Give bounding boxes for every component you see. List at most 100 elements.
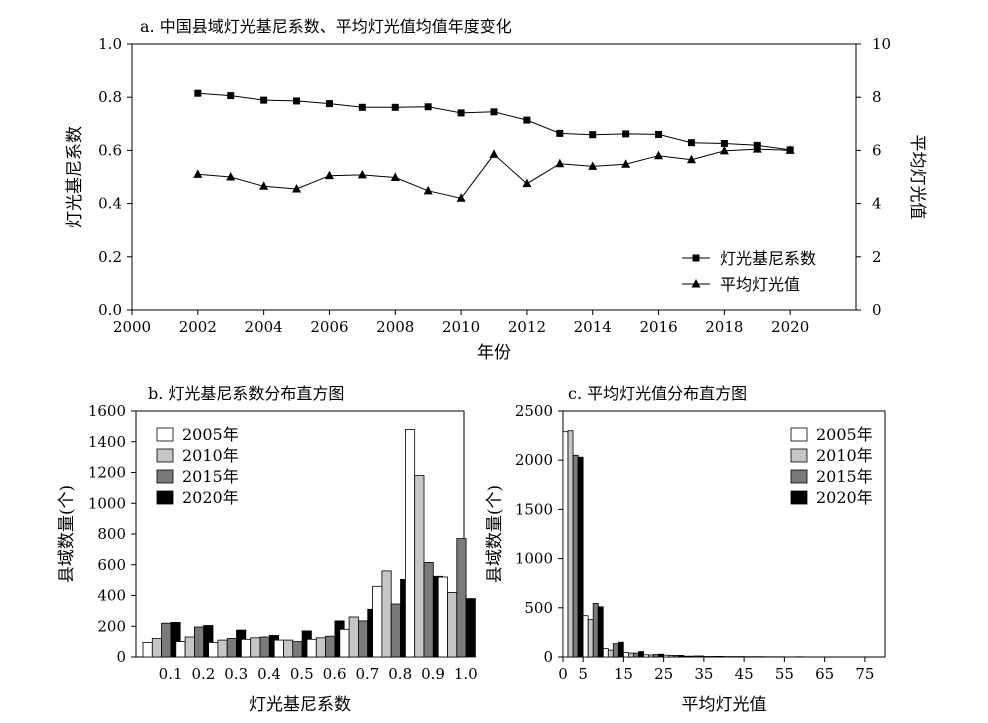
hist-bar bbox=[447, 592, 458, 658]
light-point bbox=[193, 169, 203, 178]
light-point bbox=[522, 178, 532, 188]
hist-bar bbox=[688, 655, 695, 658]
hist-bar bbox=[663, 654, 670, 658]
hist-bar bbox=[226, 638, 237, 658]
light-point bbox=[423, 185, 433, 195]
legend-marker-square bbox=[692, 254, 700, 262]
light-point bbox=[588, 161, 598, 170]
y-tick-label: 1400 bbox=[88, 433, 126, 451]
hist-bar bbox=[292, 641, 303, 658]
x-tick-label: 2004 bbox=[245, 318, 283, 336]
gini-point bbox=[358, 103, 366, 111]
y-tick-label: 0.6 bbox=[98, 141, 122, 159]
y-tick-label: 1000 bbox=[88, 494, 126, 512]
hist-bar bbox=[423, 562, 434, 658]
gini-point bbox=[391, 103, 399, 111]
light-point bbox=[785, 145, 795, 154]
legend-swatch bbox=[156, 427, 174, 442]
hist-bar bbox=[339, 628, 350, 658]
series-line-1 bbox=[197, 92, 791, 151]
chart-a-title: a. 中国县域灯光基尼系数、平均灯光值均值年度变化 bbox=[140, 17, 512, 36]
hist-bar bbox=[587, 619, 594, 658]
hist-bar bbox=[325, 635, 336, 658]
hist-bar bbox=[372, 585, 383, 658]
chart-c-y-axis-label: 县域数量(个) bbox=[485, 485, 505, 583]
chart-a-plot-frame bbox=[131, 43, 857, 311]
hist-bar bbox=[628, 652, 634, 658]
hist-bar bbox=[673, 655, 680, 658]
chart-a-y-axis-label: 灯光基尼系数 bbox=[65, 126, 85, 228]
gini-point bbox=[293, 97, 301, 105]
y-tick-label: 1200 bbox=[88, 464, 126, 482]
y-tick-label: 0.2 bbox=[98, 248, 122, 266]
hist-bar bbox=[612, 643, 619, 658]
y-tick-label: 0 bbox=[116, 648, 126, 666]
legend-marker-triangle bbox=[691, 279, 701, 288]
light-point bbox=[226, 172, 236, 181]
x-tick-label: 0.3 bbox=[224, 665, 248, 683]
hist-bar bbox=[381, 570, 392, 658]
y-tick-label: 1500 bbox=[515, 500, 553, 518]
hist-bar bbox=[577, 456, 584, 658]
hist-bar bbox=[713, 656, 720, 658]
gini-point bbox=[260, 96, 268, 104]
hist-bar bbox=[414, 475, 425, 658]
x-tick-label: 65 bbox=[815, 665, 834, 683]
legend-label: 2005年 bbox=[182, 425, 239, 444]
y-tick-label: 600 bbox=[97, 556, 126, 574]
x-tick-label: 0.7 bbox=[355, 665, 379, 683]
hist-bar bbox=[193, 626, 205, 658]
hist-bar bbox=[592, 603, 599, 658]
hist-bar bbox=[315, 637, 326, 658]
hist-bar bbox=[184, 636, 195, 658]
legend-label: 2015年 bbox=[182, 467, 239, 486]
hist-bar bbox=[653, 654, 660, 658]
chart-b: b. 灯光基尼系数分布直方图 0 200 400 600 800 1000 1200 1400 1… bbox=[57, 384, 478, 715]
hist-bar bbox=[259, 636, 270, 658]
hist-bar bbox=[572, 454, 579, 658]
hist-bar bbox=[718, 656, 725, 658]
y2-tick-label: 2 bbox=[872, 248, 882, 266]
hist-bar bbox=[607, 649, 614, 658]
x-tick-label: 2010 bbox=[442, 318, 480, 336]
x-tick-label: 35 bbox=[694, 665, 713, 683]
x-tick-label: 75 bbox=[855, 665, 874, 683]
x-tick-label: 25 bbox=[654, 665, 673, 683]
y2-tick-label: 6 bbox=[872, 141, 882, 159]
light-point bbox=[292, 183, 302, 193]
light-point bbox=[324, 170, 334, 180]
hist-bar bbox=[582, 615, 589, 658]
hist-bar bbox=[698, 655, 705, 658]
hist-bar bbox=[597, 606, 604, 658]
gini-point bbox=[227, 92, 235, 100]
gini-point bbox=[523, 116, 531, 124]
gini-point bbox=[720, 139, 728, 147]
y-tick-label: 0 bbox=[543, 648, 553, 666]
y2-tick-label: 8 bbox=[872, 88, 882, 106]
x-tick-label: 2014 bbox=[574, 318, 612, 336]
hist-bar bbox=[602, 648, 609, 658]
gini-point bbox=[655, 130, 663, 138]
chart-c-x-axis-label: 平均灯光值 bbox=[682, 695, 767, 715]
legend-label: 2010年 bbox=[182, 446, 239, 465]
y-tick-label: 200 bbox=[97, 617, 126, 635]
chart-b-title: b. 灯光基尼系数分布直方图 bbox=[148, 384, 344, 403]
x-tick-label: 0 bbox=[558, 665, 568, 683]
gini-point bbox=[589, 131, 597, 139]
hist-bar bbox=[142, 642, 153, 658]
y2-tick-label: 10 bbox=[872, 35, 891, 53]
hist-bar bbox=[465, 598, 476, 658]
chart-b-y-axis-label: 县域数量(个) bbox=[57, 485, 77, 583]
hist-bar bbox=[708, 656, 715, 658]
legend-label: 2015年 bbox=[816, 467, 873, 486]
y-tick-label: 800 bbox=[97, 525, 126, 543]
hist-bar bbox=[617, 641, 624, 658]
x-tick-label: 2018 bbox=[705, 318, 743, 336]
x-tick-label: 55 bbox=[775, 665, 794, 683]
hist-bar bbox=[283, 639, 294, 658]
chart-b-x-axis-label: 灯光基尼系数 bbox=[249, 695, 351, 715]
x-tick-label: 0.9 bbox=[421, 665, 445, 683]
legend-label-2: 平均灯光值 bbox=[720, 275, 800, 294]
